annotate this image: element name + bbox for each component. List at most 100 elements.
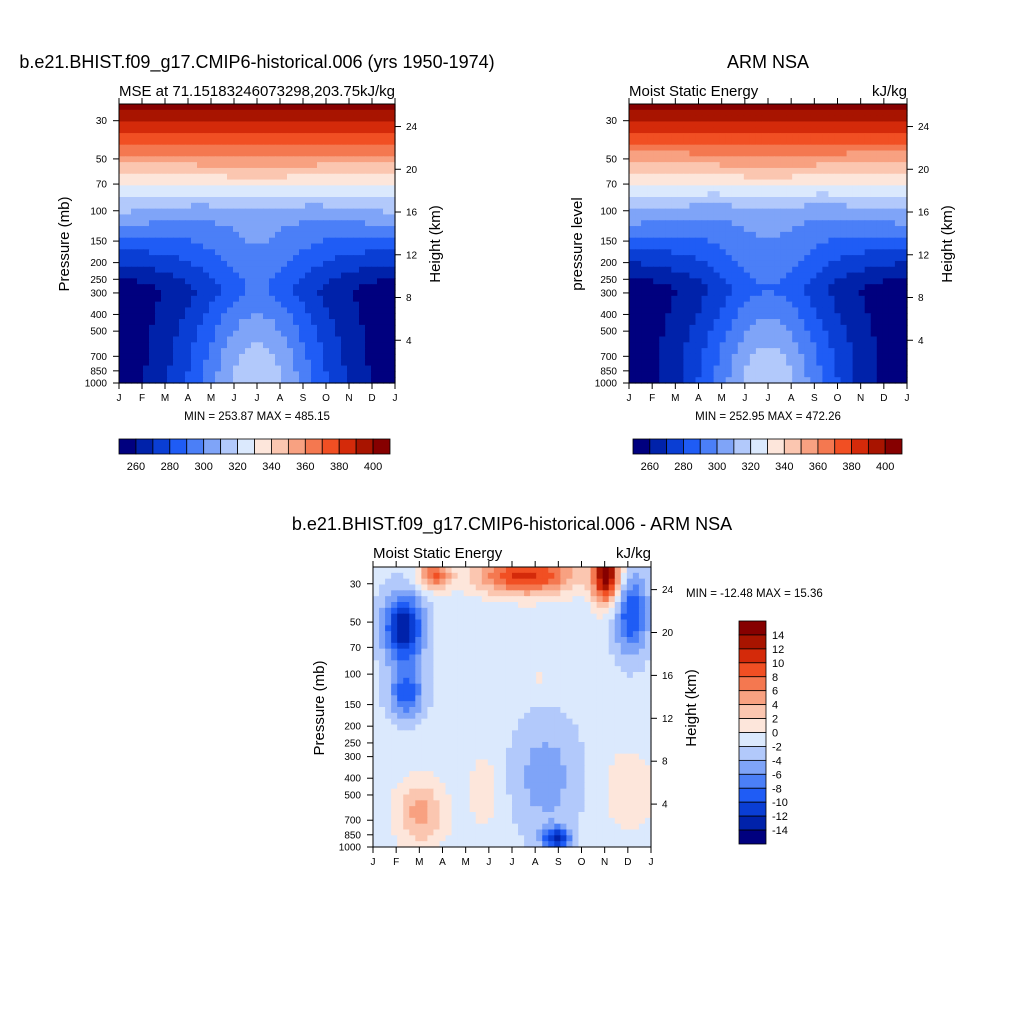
contour-cell — [323, 307, 330, 314]
colorbar-swatch — [817, 438, 836, 455]
contour-cell — [203, 272, 210, 279]
contour-cell — [137, 127, 144, 134]
contour-cell — [786, 336, 793, 343]
contour-cell — [299, 226, 306, 233]
contour-cell — [173, 121, 180, 128]
panel-model-contour-field — [119, 104, 396, 384]
contour-cell — [209, 348, 216, 355]
contour-cell — [143, 330, 150, 338]
contour-cell — [161, 191, 168, 198]
contour-cell — [659, 191, 666, 198]
contour-cell — [731, 330, 739, 338]
contour-cell — [125, 162, 132, 169]
contour-cell — [197, 371, 204, 378]
contour-cell — [137, 260, 144, 268]
contour-cell — [377, 104, 384, 111]
contour-cell — [882, 348, 890, 355]
contour-cell — [245, 144, 252, 152]
contour-cell — [653, 284, 660, 291]
contour-cell — [665, 231, 672, 239]
contour-cell — [647, 109, 654, 117]
contour-cell — [257, 290, 264, 297]
contour-cell — [275, 109, 282, 117]
contour-cell — [251, 121, 258, 128]
contour-cell — [828, 284, 836, 291]
contour-cell — [864, 266, 872, 274]
contour-cell — [161, 295, 168, 303]
contour-cell — [852, 255, 860, 262]
contour-cell — [347, 272, 354, 279]
contour-cell — [755, 144, 763, 152]
contour-cell — [689, 260, 697, 268]
contour-cell — [894, 127, 902, 134]
contour-cell — [119, 156, 126, 163]
contour-cell — [641, 162, 648, 169]
contour-cell — [864, 115, 872, 123]
contour-cell — [707, 336, 715, 343]
contour-cell — [245, 197, 252, 204]
contour-cell — [155, 249, 162, 256]
contour-cell — [137, 266, 144, 274]
contour-cell — [439, 578, 447, 586]
contour-cell — [439, 596, 447, 603]
contour-cell — [293, 278, 300, 285]
contour-cell — [894, 272, 902, 279]
contour-cell — [816, 127, 823, 134]
contour-cell — [305, 144, 312, 152]
contour-cell — [786, 324, 793, 332]
contour-cell — [641, 301, 648, 309]
contour-cell — [191, 133, 198, 140]
contour-cell — [761, 115, 769, 123]
contour-cell — [620, 584, 628, 591]
contour-cell — [335, 115, 342, 123]
contour-cell — [221, 179, 228, 186]
contour-cell — [653, 197, 660, 204]
contour-cell — [864, 214, 872, 221]
contour-cell — [560, 602, 567, 609]
contour-cell — [311, 144, 318, 152]
contour-cell — [683, 353, 691, 361]
contour-cell — [659, 104, 666, 111]
contour-cell — [191, 167, 198, 175]
contour-cell — [602, 590, 610, 597]
contour-cell — [257, 150, 264, 157]
contour-cell — [281, 249, 288, 256]
contour-cell — [155, 214, 162, 221]
contour-cell — [804, 255, 811, 262]
contour-cell — [683, 133, 691, 140]
contour-cell — [671, 226, 678, 233]
contour-cell — [828, 133, 836, 140]
contour-cell — [810, 272, 817, 279]
contour-cell — [761, 226, 769, 233]
contour-cell — [822, 336, 830, 343]
contour-cell — [179, 237, 186, 245]
contour-cell — [578, 567, 586, 574]
contour-cell — [774, 353, 781, 361]
contour-cell — [870, 348, 878, 355]
contour-cell — [882, 336, 890, 343]
contour-cell — [239, 214, 246, 221]
contour-cell — [287, 353, 294, 361]
contour-cell — [281, 197, 288, 204]
contour-cell — [653, 220, 660, 227]
contour-cell — [554, 578, 561, 586]
contour-cell — [761, 330, 769, 338]
contour-cell — [233, 313, 240, 320]
contour-cell — [608, 590, 616, 597]
contour-cell — [786, 226, 793, 233]
contour-cell — [305, 377, 312, 384]
contour-cell — [221, 162, 228, 169]
contour-cell — [173, 220, 180, 227]
contour-cell — [383, 197, 390, 204]
contour-cell — [191, 330, 198, 338]
contour-cell — [834, 231, 842, 239]
contour-cell — [858, 295, 866, 303]
contour-cell — [377, 377, 384, 384]
contour-cell — [299, 371, 306, 378]
contour-cell — [185, 260, 192, 268]
contour-cell — [341, 359, 348, 367]
contour-cell — [761, 220, 769, 227]
contour-cell — [719, 191, 727, 198]
contour-cell — [409, 578, 416, 586]
contour-cell — [755, 197, 763, 204]
